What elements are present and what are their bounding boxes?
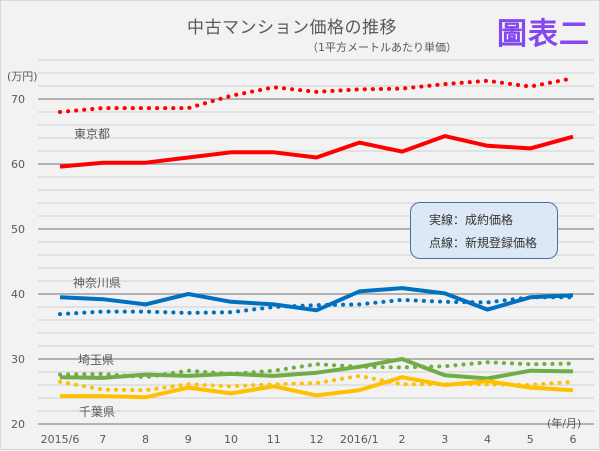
x-axis-ticks: 2015/6 7 8 9 10 11 12 2016/1 2 3 4 5 6 (41, 433, 577, 446)
y-tick-label: 30 (11, 353, 25, 366)
x-tick-label: 7 (99, 433, 106, 446)
y-tick-label: 60 (11, 158, 25, 171)
legend-box: 実線：成約価格 点線：新規登録価格 (410, 202, 558, 259)
x-tick-label: 6 (570, 433, 577, 446)
x-tick-label: 5 (527, 433, 534, 446)
y-axis-ticks: 20 30 40 50 60 70 (11, 93, 25, 431)
x-tick-label: 11 (267, 433, 281, 446)
chart-subtitle: （1平方メートルあたり単価） (307, 39, 457, 55)
chart-title: 中古マンション価格の推移 (187, 13, 397, 38)
x-tick-label: 10 (224, 433, 238, 446)
series-line-solid (60, 377, 573, 397)
x-tick-label: 4 (484, 433, 491, 446)
x-tick-label: 2015/6 (41, 433, 80, 446)
x-tick-label: 2016/1 (340, 433, 379, 446)
x-tick-label: 8 (142, 433, 149, 446)
figure-badge: 圖表二 (497, 9, 590, 53)
y-tick-label: 70 (11, 93, 25, 106)
y-tick-label: 40 (11, 288, 25, 301)
label-kanagawa: 神奈川県 (73, 274, 121, 291)
x-tick-label: 3 (441, 433, 448, 446)
y-tick-label: 20 (11, 418, 25, 431)
series-line-dotted (60, 78, 573, 112)
legend-dotted-line: 点線：新規登録価格 (429, 234, 537, 251)
y-axis-unit: (万円) (7, 68, 38, 84)
x-tick-label: 12 (310, 433, 324, 446)
x-axis-unit: (年/月) (547, 415, 581, 431)
label-saitama: 埼玉県 (78, 351, 114, 368)
label-chiba: 千葉県 (79, 403, 115, 420)
legend-solid-line: 実線：成約価格 (429, 211, 513, 228)
x-tick-label: 2 (399, 433, 406, 446)
label-tokyo: 東京都 (74, 125, 110, 142)
x-tick-label: 9 (185, 433, 192, 446)
y-tick-label: 50 (11, 223, 25, 236)
